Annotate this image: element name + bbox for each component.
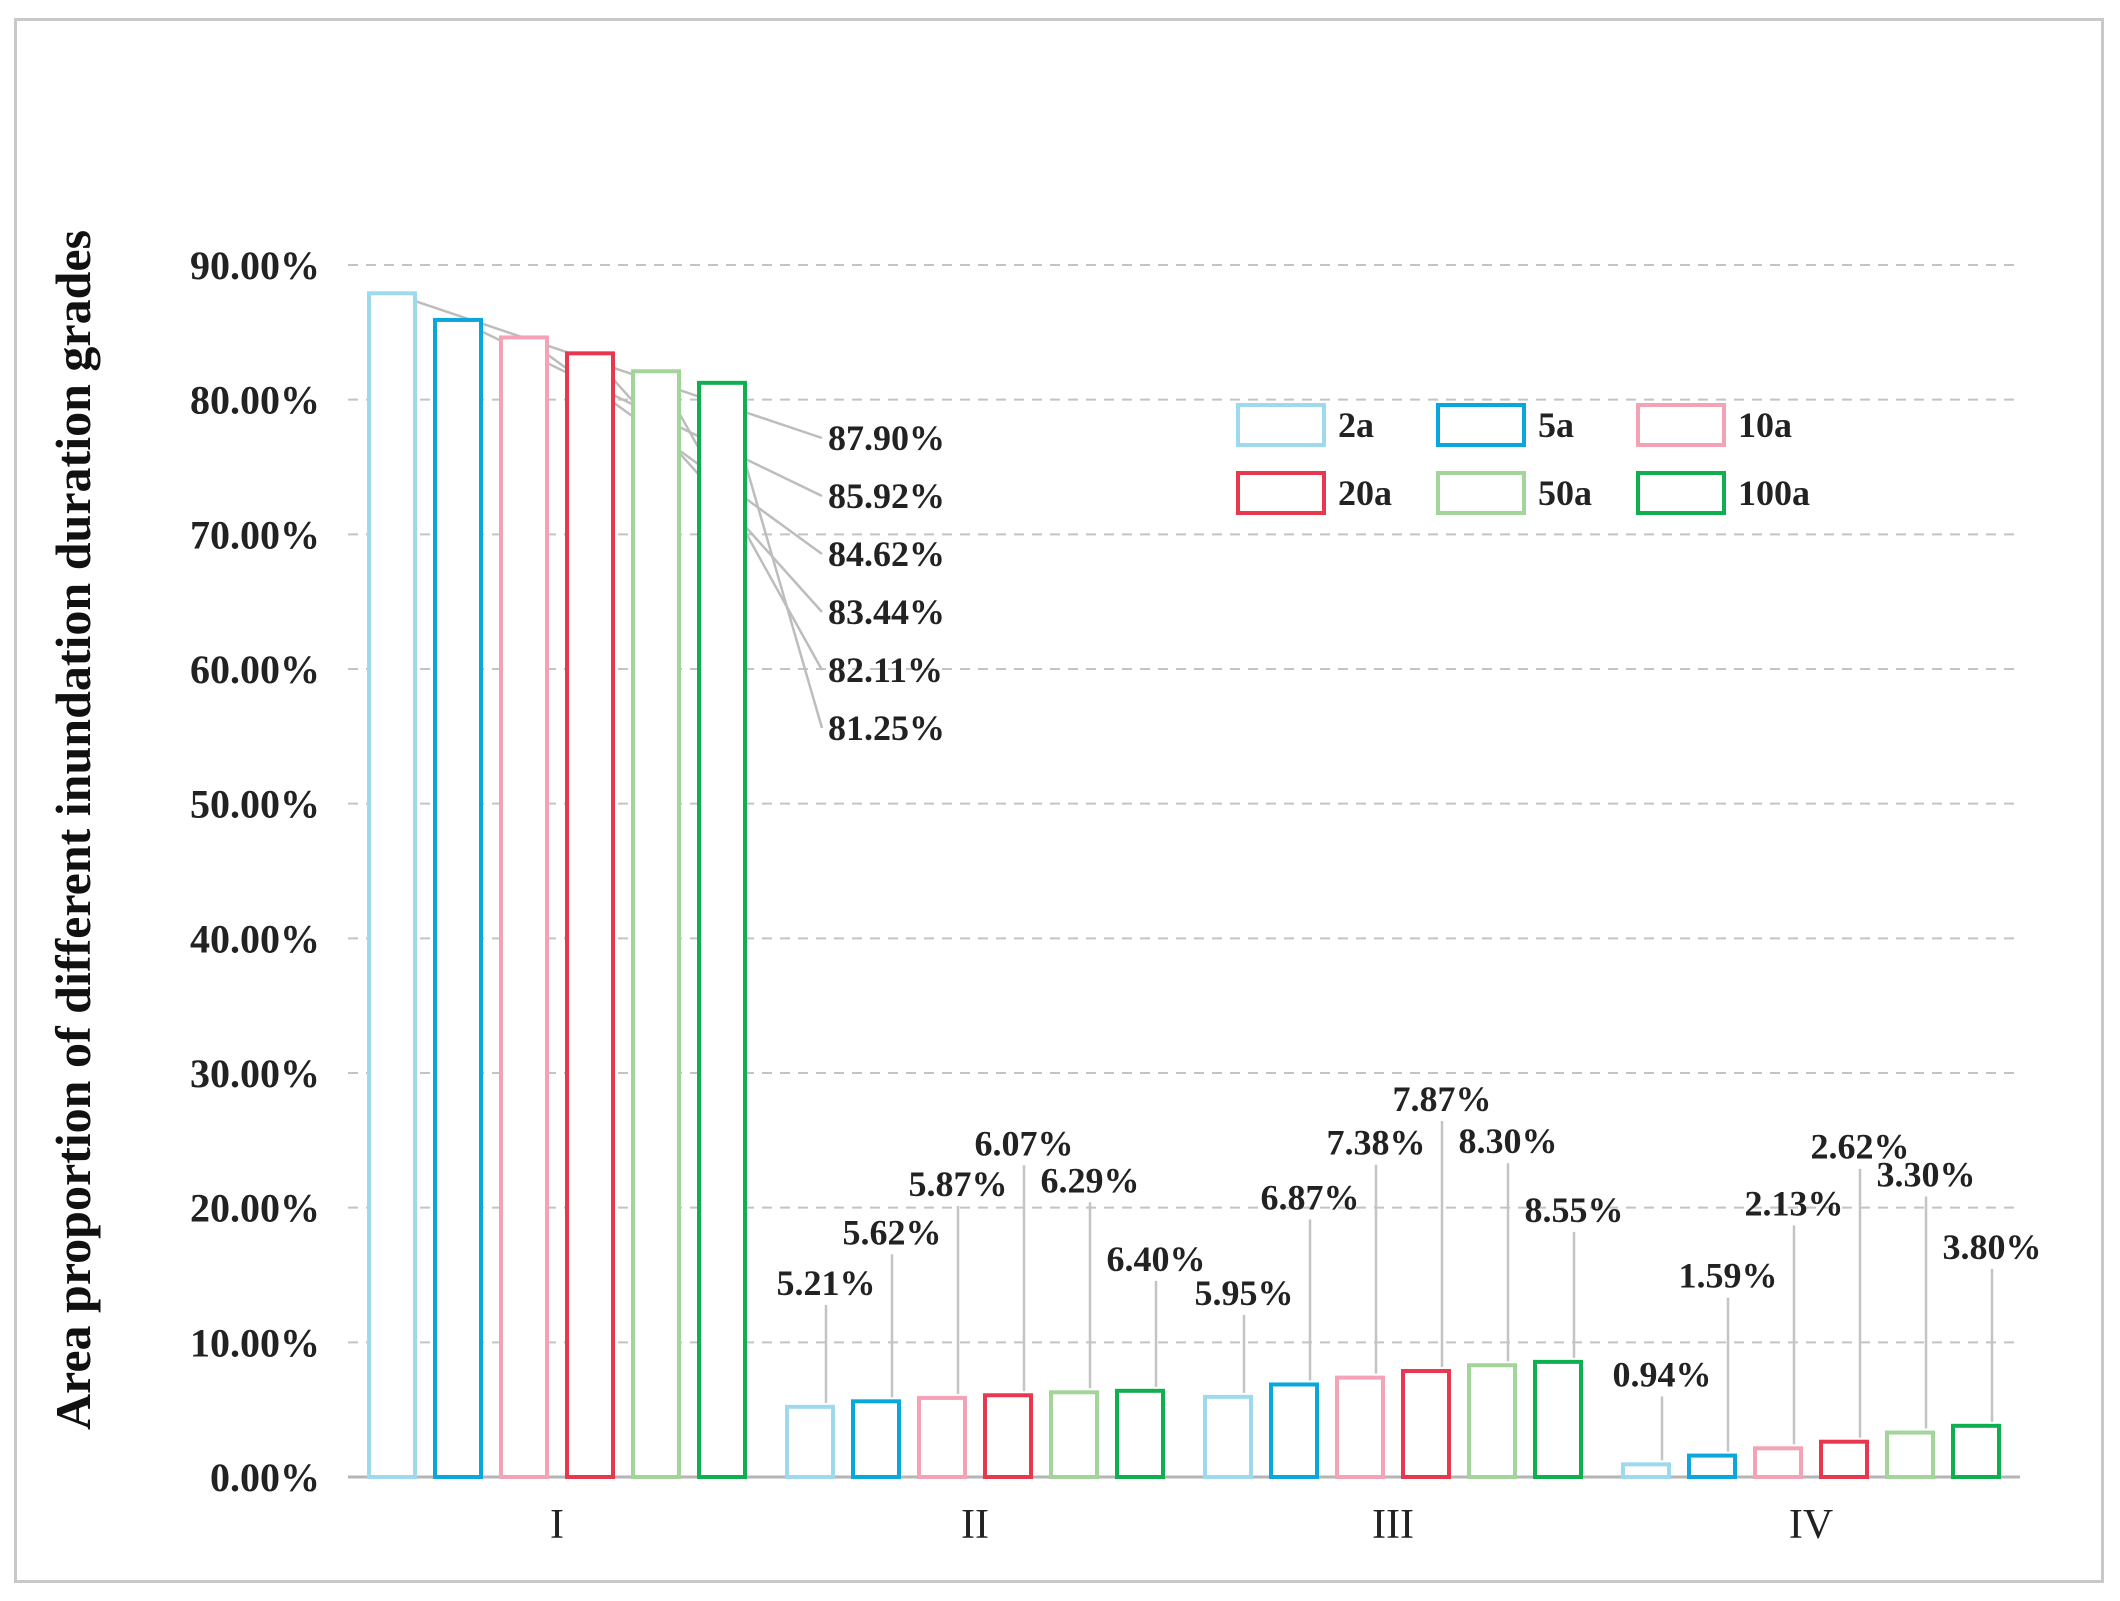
data-label: 85.92% bbox=[828, 476, 945, 516]
gridlines bbox=[348, 264, 2020, 1479]
y-tick-label: 40.00% bbox=[190, 916, 320, 961]
legend-label: 20a bbox=[1338, 473, 1392, 513]
bar bbox=[1269, 1382, 1319, 1480]
y-axis-label: Area proportion of different inundation … bbox=[45, 230, 101, 1430]
bar bbox=[785, 1404, 835, 1479]
legend-label: 10a bbox=[1738, 405, 1792, 445]
data-label: 7.38% bbox=[1327, 1123, 1426, 1163]
legend-item: 5a bbox=[1436, 403, 1574, 447]
y-tick-label: 80.00% bbox=[190, 378, 320, 423]
bar bbox=[1819, 1439, 1869, 1479]
data-labels: 87.90% 85.92% 84.62% 83.44% 82.11% 81.25% 5.21… bbox=[777, 418, 2042, 1394]
legend-item: 100a bbox=[1636, 471, 1810, 515]
data-label: 81.25% bbox=[828, 708, 945, 748]
y-tick-label: 0.00% bbox=[210, 1455, 320, 1500]
legend-item: 20a bbox=[1236, 471, 1392, 515]
chart-frame bbox=[14, 18, 2104, 1583]
x-axis-categories: I II III IV bbox=[550, 1502, 1833, 1548]
data-label: 6.40% bbox=[1107, 1239, 1206, 1279]
y-tick-label: 70.00% bbox=[190, 512, 320, 557]
legend-swatch bbox=[1236, 471, 1326, 515]
legend-label: 100a bbox=[1738, 473, 1810, 513]
bar bbox=[1335, 1375, 1385, 1479]
data-label: 1.59% bbox=[1679, 1256, 1778, 1296]
legend: 2a 5a 10a 20a 50a 100a bbox=[1236, 403, 1810, 515]
data-label: 7.87% bbox=[1393, 1079, 1492, 1119]
data-label: 5.62% bbox=[843, 1212, 942, 1252]
legend-swatch bbox=[1236, 403, 1326, 447]
bar bbox=[1401, 1369, 1451, 1479]
bar bbox=[851, 1399, 901, 1480]
bar bbox=[697, 380, 747, 1479]
bar bbox=[565, 351, 615, 1480]
bar bbox=[367, 291, 417, 1479]
y-axis-ticks: 0.00% 10.00% 20.00% 30.00% 40.00% 50.00% 60.00… bbox=[190, 243, 320, 1500]
data-label: 82.11% bbox=[828, 650, 943, 690]
data-label: 5.87% bbox=[909, 1164, 1008, 1204]
data-label: 5.95% bbox=[1195, 1273, 1294, 1313]
data-label: 0.94% bbox=[1613, 1354, 1712, 1394]
legend-swatch bbox=[1636, 403, 1726, 447]
legend-swatch bbox=[1436, 471, 1526, 515]
data-label: 6.07% bbox=[975, 1123, 1074, 1163]
bar bbox=[1533, 1359, 1583, 1479]
bar bbox=[1203, 1394, 1253, 1479]
data-label: 6.29% bbox=[1041, 1160, 1140, 1200]
data-label: 2.13% bbox=[1745, 1183, 1844, 1223]
legend-item: 10a bbox=[1636, 403, 1792, 447]
data-label: 84.62% bbox=[828, 534, 945, 574]
bars bbox=[367, 291, 2001, 1480]
bar bbox=[1951, 1423, 2001, 1479]
data-label: 2.62% bbox=[1811, 1127, 1910, 1167]
legend-label: 5a bbox=[1538, 405, 1574, 445]
bar bbox=[433, 317, 483, 1480]
legend-swatch bbox=[1436, 403, 1526, 447]
y-tick-label: 30.00% bbox=[190, 1051, 320, 1096]
x-category-label: I bbox=[550, 1502, 564, 1548]
bar bbox=[1753, 1446, 1803, 1480]
y-tick-label: 60.00% bbox=[190, 647, 320, 692]
x-category-label: II bbox=[961, 1502, 989, 1548]
bar bbox=[631, 369, 681, 1480]
legend-label: 2a bbox=[1338, 405, 1374, 445]
bar bbox=[983, 1393, 1033, 1479]
bar bbox=[1115, 1388, 1165, 1480]
data-label: 5.21% bbox=[777, 1263, 876, 1303]
y-tick-label: 90.00% bbox=[190, 243, 320, 288]
bar bbox=[1621, 1462, 1671, 1479]
bar bbox=[1467, 1363, 1517, 1480]
bar bbox=[499, 335, 549, 1479]
data-label: 8.55% bbox=[1525, 1190, 1624, 1230]
data-label: 87.90% bbox=[828, 418, 945, 458]
y-tick-label: 10.00% bbox=[190, 1320, 320, 1365]
legend-label: 50a bbox=[1538, 473, 1592, 513]
y-tick-label: 50.00% bbox=[190, 782, 320, 827]
bar bbox=[1885, 1430, 1935, 1480]
legend-item: 50a bbox=[1436, 471, 1592, 515]
y-tick-label: 20.00% bbox=[190, 1186, 320, 1231]
data-label: 3.80% bbox=[1943, 1227, 2042, 1267]
x-category-label: IV bbox=[1789, 1502, 1833, 1548]
data-label: 8.30% bbox=[1459, 1121, 1558, 1161]
data-label: 3.30% bbox=[1877, 1155, 1976, 1195]
data-label: 83.44% bbox=[828, 592, 945, 632]
bar bbox=[1049, 1390, 1099, 1480]
bar bbox=[917, 1395, 967, 1480]
x-category-label: III bbox=[1372, 1502, 1414, 1548]
bar bbox=[1687, 1453, 1737, 1480]
legend-swatch bbox=[1636, 471, 1726, 515]
legend-item: 2a bbox=[1236, 403, 1374, 447]
data-label: 6.87% bbox=[1261, 1177, 1360, 1217]
